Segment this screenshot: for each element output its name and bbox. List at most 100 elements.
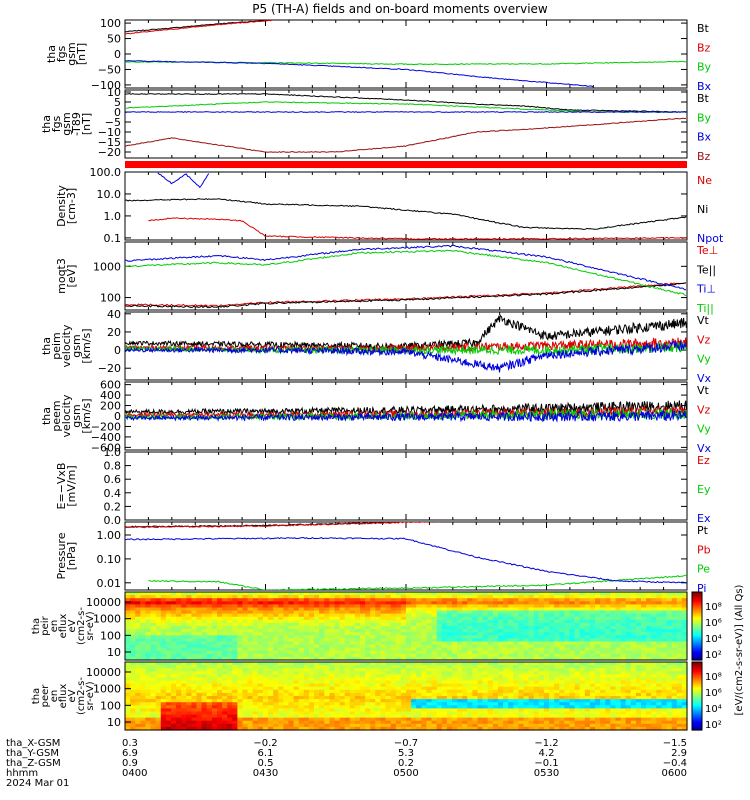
spectrogram-cell [579,720,586,725]
spectrogram-cell [130,647,136,652]
spectrogram-cell [155,622,162,627]
spectrogram-cell [574,613,581,618]
spectrogram-cell [257,671,264,675]
spectrogram-cell [360,619,366,624]
spectrogram-cell [395,595,402,599]
spectrogram-cell [237,668,244,672]
spectrogram-cell [676,653,683,658]
spectrogram-cell [160,595,167,599]
spectrogram-cell [467,726,473,731]
spectrogram-cell [656,699,662,703]
spectrogram-cell [308,641,315,646]
spectrogram-cell [446,595,453,599]
spectrogram-cell [273,677,279,682]
spectrogram-cell [365,702,371,706]
spectrogram-cell [681,711,688,716]
spectrogram-cell [615,644,622,649]
spectrogram-cell [589,671,596,675]
spectrogram-cell [656,723,662,728]
spectrogram-cell [595,702,601,706]
spectrogram-cell [339,702,346,706]
spectrogram-cell [421,680,427,685]
spectrogram-cell [661,717,668,722]
spectrogram-cell [268,686,274,691]
spectrogram-cell [385,671,392,675]
spectrogram-cell [262,647,269,652]
spectrogram-cell [140,683,146,688]
spectrogram-cell [446,629,453,633]
spectrogram-cell [477,726,484,731]
spectrogram-cell [681,699,688,703]
spectrogram-cell [344,714,351,719]
spectrogram-cell [262,629,269,633]
spectrogram-cell [400,714,407,719]
spectrogram-cell [130,680,136,685]
spectrogram-cell [303,686,310,691]
spectrogram-cell [630,705,637,709]
spectrogram-cell [165,677,172,682]
spectrogram-cell [574,668,581,672]
spectrogram-cell [528,595,535,599]
spectrogram-cell [671,720,678,725]
spectrogram-cell [298,683,305,688]
spectrogram-cell [211,689,218,694]
spectrogram-cell [513,680,519,685]
spectrogram-cell [329,601,336,605]
spectrogram-cell [411,711,417,716]
spectrogram-cell [579,717,586,722]
spectrogram-cell [354,629,361,633]
spectrogram-cell [206,723,213,728]
spectrogram-cell [125,619,131,624]
spectrogram-cell [145,668,152,672]
spectrogram-cell [600,647,606,652]
spectrogram-cell [523,708,530,713]
spectrogram-cell [273,686,279,691]
spectrogram-cell [620,702,627,706]
spectrogram-cell [145,622,152,627]
spectrogram-cell [446,647,453,652]
spectrogram-cell [523,598,530,602]
spectrogram-cell [656,677,662,682]
spectrogram-cell [390,671,397,675]
spectrogram-cell [671,714,678,719]
spectrogram-cell [385,714,392,719]
spectrogram-cell [171,671,177,675]
spectrogram-cell [237,629,244,633]
spectrogram-cell [257,696,264,700]
spectrogram-cell [528,705,535,709]
spectrogram-cell [518,668,525,672]
spectrogram-cell [360,635,366,639]
spectrogram-cell [303,708,310,713]
spectrogram-cell [206,638,213,643]
spectrogram-cell [268,656,274,661]
spectrogram-cell [431,622,438,627]
ytick-label: 1000 [93,613,121,626]
spectrogram-cell [574,674,581,679]
spectrogram-cell [538,717,545,722]
spectrogram-cell [411,680,417,685]
spectrogram-cell [268,626,274,630]
spectrogram-cell [171,662,177,666]
spectrogram-cell [508,671,514,675]
spectrogram-cell [130,720,136,725]
spectrogram-cell [559,662,565,666]
spectrogram-cell [564,717,571,722]
ytick-label: 10000 [86,596,121,609]
spectrogram-cell [492,650,499,655]
spectrogram-cell [262,696,269,700]
spectrogram-cell [462,671,468,675]
spectrogram-cell [247,702,254,706]
spectrogram-cell [487,595,494,599]
spectrogram-cell [308,610,315,615]
spectrogram-cell [661,622,668,627]
spectrogram-cell [630,683,637,688]
spectrogram-cell [625,601,632,605]
spectrogram-cell [171,714,177,719]
spectrogram-cell [605,653,611,658]
spectrogram-cell [600,610,606,615]
spectrogram-cell [589,638,596,643]
spectrogram-cell [385,626,392,630]
spectrogram-cell [344,619,351,624]
spectrogram-cell [589,641,596,646]
spectrogram-cell [467,723,473,728]
